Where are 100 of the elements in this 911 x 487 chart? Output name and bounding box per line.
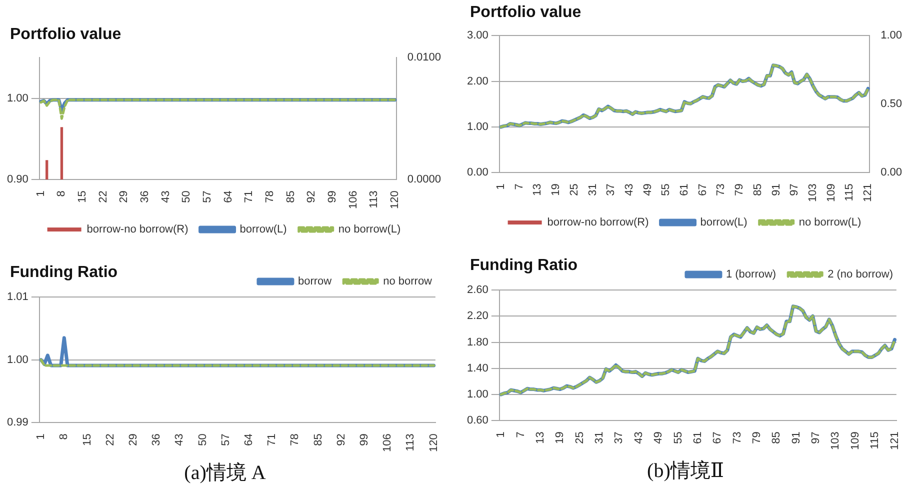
y-tick-label: 1.00 — [466, 388, 488, 401]
x-tick-label: 36 — [150, 434, 163, 446]
x-tick-label: 115 — [844, 184, 856, 202]
x-tick-label: 113 — [368, 190, 380, 208]
legend-label: borrow(L) — [700, 216, 748, 229]
y-tick-label: 2.60 — [466, 284, 488, 296]
text: (b)情境Ⅱ — [646, 459, 725, 484]
x-tick-label: 19 — [550, 184, 562, 196]
x-tick-label: 29 — [127, 434, 140, 446]
x-tick-label: 43 — [623, 184, 636, 196]
x-tick-label: 67 — [712, 432, 724, 444]
x-tick-label: 92 — [335, 434, 348, 446]
x-tick-label: 85 — [770, 432, 783, 444]
x-tick-label: 79 — [751, 432, 764, 444]
x-tick-label: 64 — [222, 190, 234, 203]
x-tick-label: 115 — [869, 432, 882, 450]
x-tick-label: 121 — [862, 184, 874, 202]
y-tick-label: 2.00 — [466, 75, 488, 88]
x-tick-label: 19 — [554, 432, 566, 444]
x-tick-label: 22 — [104, 434, 116, 446]
y-tick-label: 0.99 — [6, 416, 28, 429]
x-tick-label: 13 — [534, 432, 546, 444]
x-tick-label: 8 — [56, 190, 68, 197]
y2-tick-label: 0.0100 — [407, 52, 442, 64]
x-tick-label: 50 — [180, 190, 193, 203]
legend-label: no borrow(L) — [338, 224, 401, 236]
x-tick-label: 31 — [594, 432, 606, 444]
x-tick-label: 25 — [568, 184, 580, 196]
legend-label: borrow-no borrow(R) — [86, 224, 188, 236]
x-tick-label: 1 — [35, 434, 48, 440]
x-tick-label: 113 — [404, 434, 417, 452]
legend-label: no borrow(L) — [798, 216, 862, 229]
chart-title: Portfolio value — [469, 3, 582, 23]
x-tick-label: 61 — [678, 184, 691, 196]
y2-tick-label: 0.00 — [880, 166, 902, 179]
x-tick-label: 85 — [752, 184, 764, 196]
legend-label: borrow(L) — [240, 224, 287, 236]
y-tick-label: 0.00 — [466, 166, 488, 179]
legend-label: 1 (borrow) — [726, 268, 776, 281]
x-tick-label: 15 — [76, 190, 89, 203]
x-tick-label: 49 — [642, 184, 654, 196]
x-tick-label: 57 — [220, 434, 232, 446]
x-tick-label: 109 — [825, 184, 838, 202]
x-tick-label: 71 — [243, 190, 256, 203]
x-tick-label: 7 — [513, 184, 526, 190]
x-tick-label: 8 — [58, 434, 70, 440]
y-tick-label: 0.90 — [6, 174, 28, 186]
x-tick-label: 99 — [326, 190, 338, 203]
x-tick-label: 109 — [849, 432, 862, 450]
x-tick-label: 22 — [97, 190, 110, 203]
legend-label: 2 (no borrow) — [828, 268, 894, 281]
x-tick-label: 103 — [830, 432, 842, 450]
x-tick-label: 106 — [382, 434, 394, 452]
x-tick-label: 50 — [196, 434, 209, 446]
x-tick-label: 91 — [790, 432, 802, 444]
x-tick-label: 99 — [358, 434, 371, 446]
x-tick-label: 43 — [174, 434, 186, 446]
x-tick-label: 49 — [652, 432, 665, 444]
x-tick-label: 97 — [788, 184, 801, 196]
x-tick-label: 57 — [202, 190, 214, 203]
y-tick-label: 1.01 — [6, 291, 28, 304]
x-tick-label: 61 — [692, 432, 704, 444]
x-tick-label: 79 — [734, 184, 746, 196]
x-tick-label: 36 — [139, 190, 152, 203]
x-tick-label: 55 — [660, 184, 672, 196]
x-tick-label: 71 — [266, 434, 278, 446]
x-tick-label: 7 — [514, 432, 527, 438]
x-tick-label: 25 — [574, 432, 586, 444]
x-tick-label: 1 — [495, 432, 508, 438]
x-tick-label: 13 — [532, 184, 544, 196]
x-tick-label: 37 — [613, 432, 626, 444]
x-tick-label: 29 — [118, 190, 130, 203]
y-tick-label: 1.80 — [466, 336, 488, 348]
y2-tick-label: 0.0000 — [407, 174, 442, 186]
x-tick-label: 85 — [312, 434, 324, 446]
y2-tick-label: 1.00 — [880, 30, 902, 42]
x-tick-label: 78 — [289, 434, 302, 446]
x-tick-label: 121 — [888, 432, 901, 450]
y-tick-label: 1.00 — [6, 354, 28, 366]
text: (a)情境 A — [183, 461, 267, 486]
x-tick-label: 85 — [284, 190, 297, 203]
y-tick-label: 1.40 — [466, 362, 488, 374]
x-tick-label: 92 — [306, 190, 318, 203]
x-tick-label: 106 — [347, 190, 360, 210]
legend-label: borrow-no borrow(R) — [547, 216, 649, 229]
x-tick-label: 1 — [34, 190, 47, 197]
legend-label: borrow — [298, 276, 332, 288]
x-tick-label: 64 — [243, 434, 255, 446]
x-tick-label: 55 — [672, 432, 684, 444]
y-tick-label: 2.20 — [466, 310, 488, 322]
x-tick-label: 97 — [810, 432, 822, 444]
x-tick-label: 120 — [388, 190, 401, 210]
x-tick-label: 73 — [715, 184, 728, 196]
y-tick-label: 0.60 — [466, 414, 488, 427]
legend-label: no borrow — [383, 276, 432, 288]
x-tick-label: 43 — [160, 190, 172, 203]
x-tick-label: 31 — [586, 184, 599, 196]
x-tick-label: 43 — [632, 432, 645, 444]
x-tick-label: 91 — [770, 184, 782, 196]
chart-title: Funding Ratio — [10, 264, 118, 282]
